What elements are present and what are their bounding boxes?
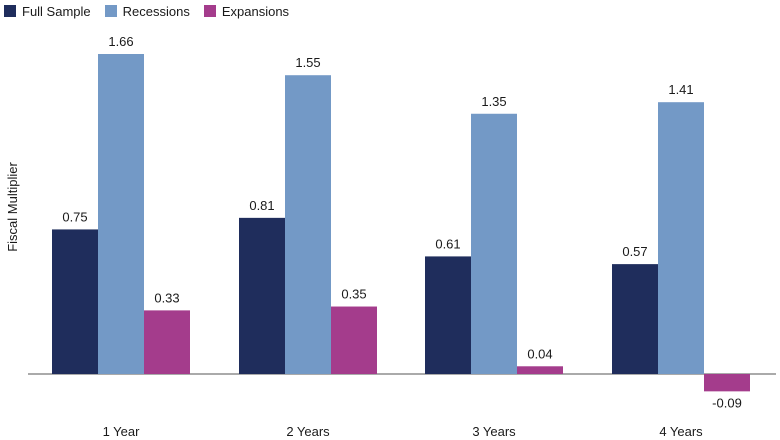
legend-item: Recessions xyxy=(104,3,190,19)
data-label: 0.04 xyxy=(527,346,552,361)
data-label: 1.41 xyxy=(668,82,693,97)
bar xyxy=(52,229,98,374)
data-label: 0.33 xyxy=(154,290,179,305)
data-label: 0.57 xyxy=(622,244,647,259)
bar xyxy=(239,217,285,374)
legend-swatch xyxy=(203,5,216,17)
legend-label: Recessions xyxy=(122,3,190,19)
bar xyxy=(471,113,517,374)
bar xyxy=(658,102,704,374)
data-label: 0.35 xyxy=(341,287,366,302)
bar xyxy=(425,256,471,374)
bar xyxy=(704,374,750,392)
data-label: 0.61 xyxy=(435,236,460,251)
legend-item: Full Sample xyxy=(4,4,91,19)
bar xyxy=(144,310,190,374)
y-axis-label: Fiscal Multiplier xyxy=(5,162,20,252)
x-tick-label: 2 Years xyxy=(286,424,330,439)
bar xyxy=(98,54,144,374)
chart-legend: Full Sample Recessions Expansions xyxy=(4,2,303,20)
legend-label: Full Sample xyxy=(22,3,91,19)
legend-label: Expansions xyxy=(221,3,290,19)
bar xyxy=(612,264,658,374)
bar xyxy=(517,366,563,374)
legend-item: Expansions xyxy=(203,3,290,19)
data-label: 0.75 xyxy=(62,209,87,224)
legend-swatch xyxy=(104,5,117,17)
data-label: 1.35 xyxy=(481,94,506,109)
bar xyxy=(331,306,377,374)
x-tick-label: 3 Years xyxy=(472,424,516,439)
legend-swatch xyxy=(4,5,16,17)
data-label: 0.81 xyxy=(249,198,274,213)
data-label: 1.66 xyxy=(108,34,133,49)
data-label: -0.09 xyxy=(712,395,742,410)
bar xyxy=(285,75,331,374)
x-tick-label: 4 Years xyxy=(659,424,703,439)
x-tick-label: 1 Year xyxy=(103,424,141,439)
data-label: 1.55 xyxy=(295,55,320,70)
